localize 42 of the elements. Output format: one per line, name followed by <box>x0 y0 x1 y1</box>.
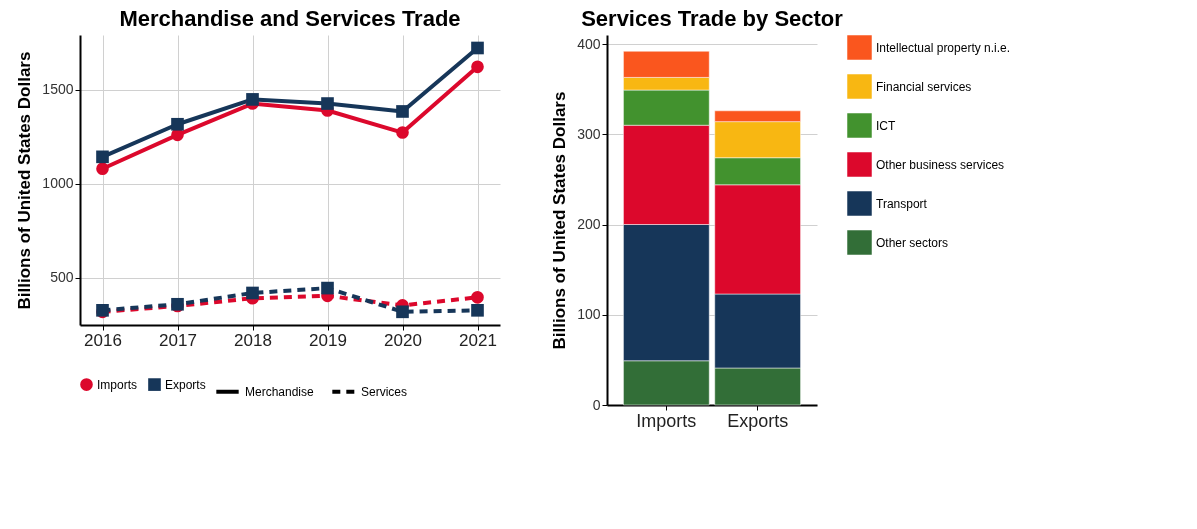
y-tick-label: 500 <box>50 269 74 286</box>
legend-label: Other business services <box>876 157 1005 172</box>
point <box>471 291 484 304</box>
point <box>246 93 259 106</box>
point <box>321 97 334 110</box>
chart-title: Merchandise and Services Trade <box>119 6 461 31</box>
point <box>471 41 484 55</box>
chart-title: Services Trade by Sector <box>581 6 844 31</box>
point <box>471 303 484 317</box>
point <box>96 150 109 164</box>
x-tick-label: 2019 <box>309 330 347 350</box>
x-tick-label: 2017 <box>159 330 197 350</box>
legend-label: ICT <box>876 118 896 133</box>
y-tick-label: 100 <box>577 306 601 323</box>
x-tick-label: 2018 <box>234 330 272 350</box>
y-axis-title: Billions of United States Dollars <box>15 51 35 310</box>
legend-label: Imports <box>97 377 138 392</box>
point <box>171 117 184 131</box>
point <box>396 105 409 118</box>
x-tick-label: 2016 <box>84 330 122 350</box>
legend-label: Intellectual property n.i.e. <box>876 40 1011 55</box>
legend-label: Exports <box>165 377 206 392</box>
y-tick-label: 400 <box>577 35 601 52</box>
point <box>396 305 409 319</box>
y-axis-title: Billions of United States Dollars <box>550 91 570 350</box>
point <box>96 162 109 176</box>
y-tick-label: 1500 <box>42 81 74 98</box>
y-tick-label: 0 <box>592 396 601 413</box>
point <box>246 286 259 300</box>
x-tick-label: 2021 <box>459 330 497 350</box>
text: Services <box>361 384 408 399</box>
y-tick-label: 300 <box>577 125 601 142</box>
y-tick-label: 1000 <box>42 175 74 192</box>
y-tick-label: 200 <box>577 216 601 233</box>
legend-label: Other sectors <box>876 235 949 250</box>
legend-label: Financial services <box>876 79 972 94</box>
point <box>321 281 334 295</box>
point <box>396 126 409 139</box>
text: Merchandise <box>245 384 315 399</box>
point <box>471 60 484 74</box>
x-tick-label: 2020 <box>384 330 422 350</box>
legend-label: Transport <box>876 196 928 211</box>
